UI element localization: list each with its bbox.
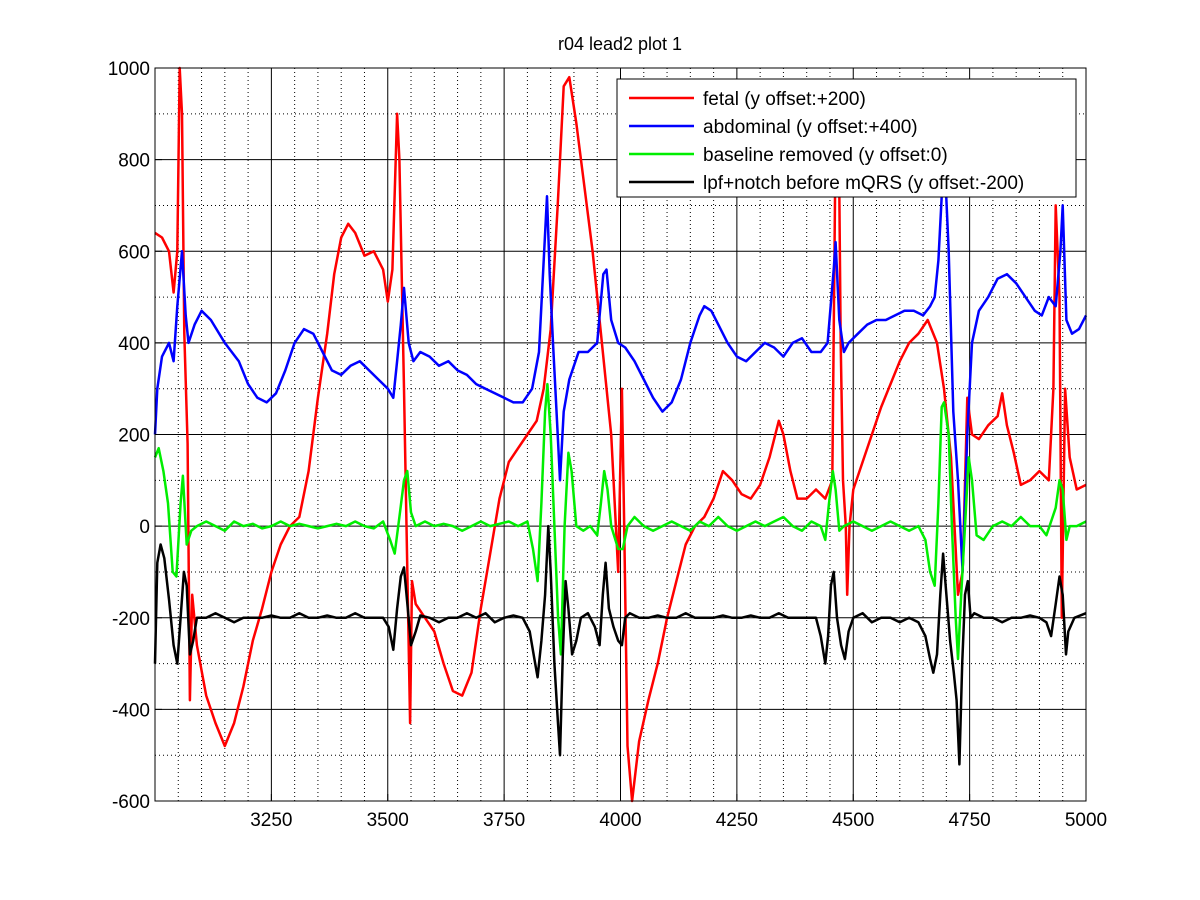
- series-line-1: [154, 66, 1087, 803]
- y-tick-label: 1000: [108, 59, 150, 80]
- legend-label: lpf+notch before mQRS (y offset:-200): [703, 173, 1024, 194]
- legend-label: abdominal (y offset:+400): [703, 117, 918, 138]
- y-tick-label: 200: [118, 426, 150, 447]
- y-tick-label: 800: [118, 151, 150, 172]
- plot-lines: [153, 66, 1088, 803]
- x-tick-label: 3250: [250, 810, 292, 831]
- x-tick-label: 4500: [832, 810, 874, 831]
- legend-label: fetal (y offset:+200): [703, 89, 866, 110]
- axis-ticks: 3250 3500 3750 4000 4250 4500 4750 5000-600-400…: [108, 59, 1107, 831]
- series-line-2: [153, 167, 1088, 574]
- x-tick-label: 3750: [483, 810, 525, 831]
- x-tick-label: 4750: [948, 810, 990, 831]
- y-tick-label: 400: [118, 334, 150, 355]
- y-tick-label: 600: [118, 242, 150, 263]
- x-tick-label: 3500: [367, 810, 409, 831]
- chart-title: r04 lead2 plot 1: [558, 34, 682, 54]
- y-tick-label: -400: [112, 700, 150, 721]
- legend: fetal (y offset:+200) abdominal (y offset…: [616, 78, 1077, 198]
- series-line-3: [153, 382, 1087, 661]
- x-tick-label: 4000: [599, 810, 641, 831]
- legend-label: baseline removed (y offset:0): [703, 145, 948, 166]
- series-line-4: [153, 524, 1087, 766]
- x-tick-label: 4250: [716, 810, 758, 831]
- y-tick-label: -600: [112, 792, 150, 813]
- y-tick-label: -200: [112, 609, 150, 630]
- y-tick-label: 0: [139, 517, 150, 538]
- x-tick-label: 5000: [1065, 810, 1107, 831]
